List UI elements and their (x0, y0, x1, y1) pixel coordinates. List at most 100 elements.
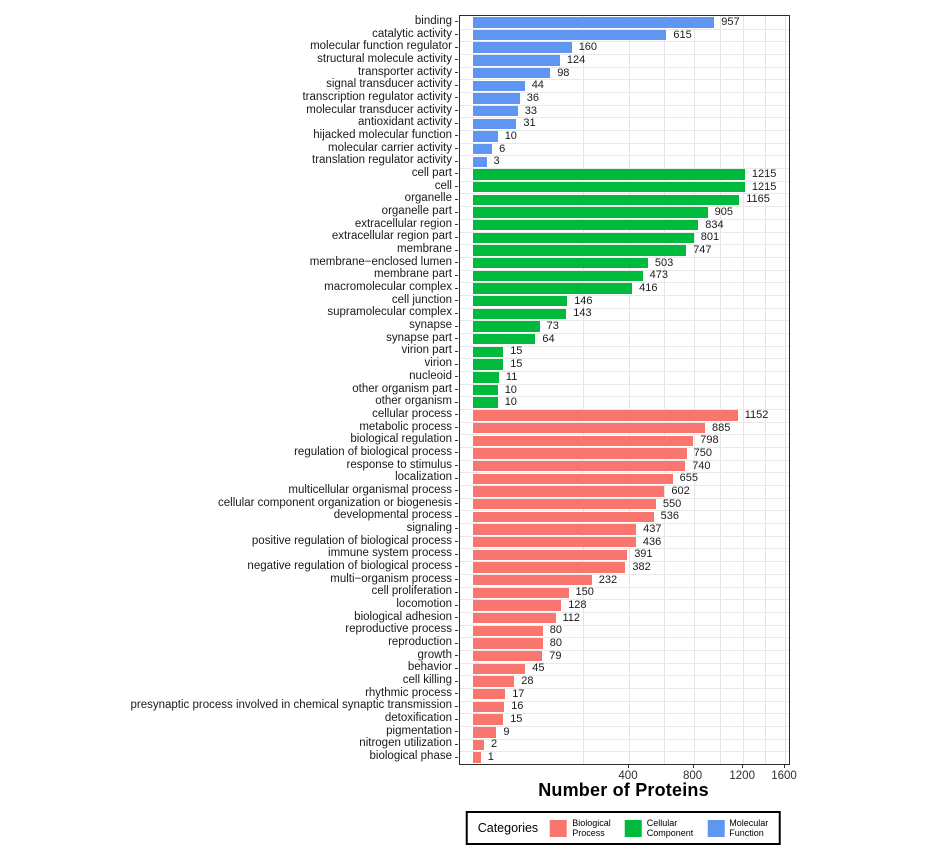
gridline-vertical (743, 16, 745, 764)
gridline-horizontal (460, 599, 789, 601)
y-axis-tick (455, 515, 458, 517)
y-axis-tick (455, 363, 458, 365)
bar-value-label: 232 (598, 573, 618, 586)
bar (473, 80, 525, 91)
bar (473, 676, 515, 687)
y-axis-label: multicellular organismal process (288, 483, 452, 496)
bar (473, 131, 498, 142)
y-axis-label: response to stimulus (346, 458, 452, 471)
gridline-horizontal (460, 675, 789, 677)
y-axis-tick (455, 287, 458, 289)
gridline-horizontal (460, 535, 789, 537)
y-axis-label: cell killing (402, 674, 452, 687)
y-axis-label: molecular transducer activity (306, 103, 452, 116)
bar (473, 359, 504, 370)
bar-value-label: 391 (634, 548, 653, 561)
gridline-horizontal (460, 751, 789, 753)
x-axis-tick-label: 800 (683, 770, 703, 782)
x-axis-title: Number of Proteins (538, 780, 709, 800)
y-axis-tick (455, 300, 458, 302)
bar-value-label: 437 (643, 522, 662, 535)
gridline-horizontal (460, 510, 789, 512)
y-axis-label: hijacked molecular function (313, 128, 452, 141)
bar-value-label: 128 (568, 599, 587, 612)
y-axis-label: immune system process (328, 547, 452, 560)
bar-value-label: 73 (546, 320, 559, 333)
y-axis-tick (455, 629, 458, 631)
gridline-horizontal (460, 447, 789, 449)
y-axis-label: negative regulation of biological proces… (247, 559, 452, 572)
bar-value-label: 801 (700, 231, 720, 244)
gridline-horizontal (460, 700, 789, 702)
legend-entry-label-line: Cellular (646, 818, 678, 828)
y-axis-label: extracellular region part (331, 230, 452, 243)
bar-value-label: 1152 (744, 408, 769, 421)
y-axis-label: organelle part (381, 205, 452, 217)
gridline-horizontal (460, 155, 789, 157)
y-axis-label: cell junction (391, 293, 452, 306)
gridline-horizontal (460, 117, 789, 119)
y-axis-tick (455, 705, 458, 707)
gridline-horizontal (460, 713, 789, 715)
y-axis-label: regulation of biological process (294, 445, 452, 458)
y-axis-label: catalytic activity (372, 27, 452, 40)
bar (473, 55, 560, 66)
y-axis-label: pigmentation (386, 724, 452, 737)
bar (473, 321, 540, 332)
y-axis-label: other organism (375, 395, 452, 408)
y-axis-tick (455, 401, 458, 403)
y-axis-tick (455, 427, 458, 429)
y-axis-label: binding (414, 14, 452, 27)
bar (473, 346, 504, 358)
y-axis-tick (455, 312, 458, 314)
y-axis-label: detoxification (384, 712, 452, 725)
bar (473, 460, 686, 472)
gridline-horizontal (460, 180, 789, 182)
y-axis-label: growth (417, 648, 452, 661)
bar-value-label: 750 (693, 446, 712, 459)
y-axis-tick (455, 439, 458, 441)
bar (473, 410, 738, 421)
bar-value-label: 1215 (751, 180, 777, 193)
bar (473, 536, 636, 548)
y-axis-tick (455, 541, 458, 543)
legend-entry: Cellular Component (624, 818, 693, 838)
y-axis-tick (455, 173, 458, 175)
bar-value-label: 112 (562, 611, 581, 624)
y-axis-label: virion part (401, 344, 453, 357)
legend-swatch (707, 819, 725, 837)
gridline-horizontal (460, 548, 789, 550)
y-axis-label: cellular process (372, 407, 452, 420)
bar-value-label: 885 (712, 421, 731, 434)
gridline-horizontal (460, 332, 789, 334)
gridline-horizontal (460, 269, 789, 271)
bar (473, 42, 572, 53)
bar-value-label: 615 (673, 28, 692, 41)
gridline-horizontal (460, 41, 789, 43)
bar (473, 105, 518, 117)
y-axis-label: transcription regulator activity (302, 90, 452, 103)
gridline-horizontal (460, 142, 789, 144)
bar-value-label: 36 (526, 91, 540, 104)
bar-value-label: 9 (503, 725, 510, 738)
y-axis-label: biological adhesion (354, 610, 452, 623)
y-axis-tick (455, 160, 458, 162)
gridline-vertical (583, 16, 585, 764)
y-axis-tick (455, 224, 458, 226)
bar-value-label: 416 (639, 282, 658, 295)
bar-value-label: 45 (532, 662, 545, 675)
bar-value-label: 740 (692, 459, 711, 472)
y-axis-tick (455, 338, 458, 340)
bar-value-label: 98 (557, 66, 570, 79)
bar-value-label: 16 (511, 700, 524, 713)
bar (473, 181, 745, 193)
bar (473, 524, 637, 535)
y-axis-label: positive regulation of biological proces… (251, 534, 452, 547)
y-axis-label: locomotion (396, 598, 452, 611)
y-axis-label: multi−organism process (330, 572, 452, 585)
gridline-horizontal (460, 130, 789, 132)
bar-value-label: 143 (573, 307, 592, 320)
bar-value-label: 834 (705, 218, 724, 231)
gridline-horizontal (460, 725, 789, 727)
